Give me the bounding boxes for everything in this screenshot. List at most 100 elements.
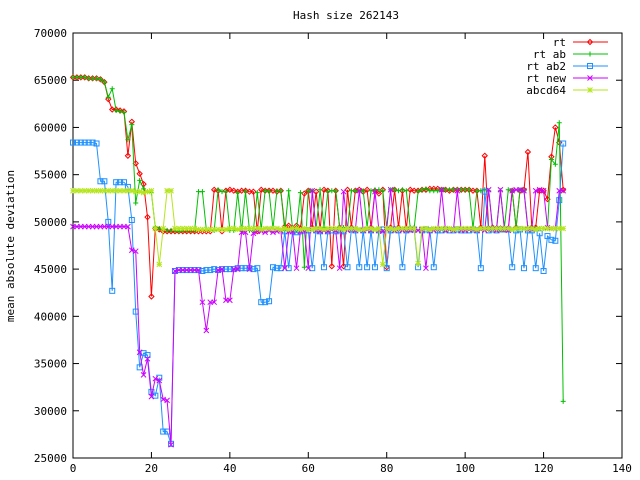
data-point <box>121 187 127 194</box>
data-point <box>274 225 280 232</box>
data-point <box>223 226 229 233</box>
data-point <box>93 140 100 147</box>
data-point <box>364 225 370 232</box>
data-point <box>387 225 394 232</box>
data-point <box>277 226 284 233</box>
data-point <box>450 226 457 233</box>
data-point <box>391 226 398 233</box>
data-point <box>352 188 358 194</box>
data-point <box>482 187 488 193</box>
y-tick-label: 65000 <box>34 74 67 87</box>
data-point <box>520 265 527 272</box>
data-point <box>73 139 80 146</box>
data-point <box>277 265 284 272</box>
data-point <box>493 225 500 232</box>
data-point <box>387 186 394 193</box>
data-point <box>548 157 554 163</box>
legend-label-rt: rt <box>553 36 566 49</box>
data-point <box>426 226 433 233</box>
y-tick-label: 30000 <box>34 405 67 418</box>
data-point <box>105 218 112 225</box>
data-point <box>356 226 363 233</box>
data-point <box>85 187 92 194</box>
data-point <box>176 225 182 232</box>
data-point <box>77 187 84 194</box>
data-point <box>105 187 112 194</box>
data-point <box>164 397 170 404</box>
legend-label-rt-new: rt new <box>526 72 566 85</box>
data-point <box>497 186 504 193</box>
data-point <box>415 260 421 267</box>
data-point <box>211 299 218 306</box>
data-point <box>485 186 492 193</box>
data-point <box>254 265 261 272</box>
data-point <box>352 225 359 232</box>
data-point <box>179 225 186 232</box>
data-point <box>454 187 461 194</box>
data-point <box>309 265 316 272</box>
data-point <box>195 267 202 273</box>
series-abcd64 <box>70 187 567 268</box>
data-point <box>371 264 378 271</box>
data-point <box>368 188 374 194</box>
data-point <box>94 75 100 81</box>
series-rt <box>69 74 567 300</box>
data-point <box>462 225 468 232</box>
data-point <box>132 188 139 195</box>
data-point <box>82 74 88 80</box>
data-point <box>399 187 405 193</box>
data-point <box>254 225 261 232</box>
x-tick-label: 0 <box>70 462 77 475</box>
data-point <box>521 187 527 194</box>
data-point <box>286 188 292 194</box>
data-point <box>423 225 429 232</box>
data-point <box>203 327 210 334</box>
legend-marker-rt <box>586 38 594 46</box>
data-point <box>137 177 143 183</box>
data-point <box>199 299 206 306</box>
x-tick-label: 60 <box>302 462 315 475</box>
data-point <box>262 188 268 194</box>
data-point <box>309 187 316 194</box>
data-point <box>164 187 170 194</box>
data-point <box>497 225 504 232</box>
data-point <box>144 188 151 195</box>
data-point <box>430 264 437 271</box>
y-tick-label: 50000 <box>34 216 67 229</box>
data-point <box>383 265 390 272</box>
data-point <box>454 225 461 232</box>
legend-marker-abcd64 <box>587 87 593 93</box>
data-point <box>172 225 178 232</box>
y-tick-label: 40000 <box>34 310 67 323</box>
data-point <box>552 237 559 244</box>
data-point <box>262 299 269 306</box>
data-point <box>266 298 273 305</box>
data-point <box>356 264 363 271</box>
data-point <box>399 264 406 271</box>
data-point <box>552 161 558 167</box>
y-tick-label: 25000 <box>34 452 67 465</box>
data-point <box>70 187 76 194</box>
y-tick-label: 55000 <box>34 169 67 182</box>
data-point <box>281 265 288 272</box>
data-point <box>317 225 323 232</box>
data-point <box>140 372 147 378</box>
data-point <box>183 225 190 232</box>
data-point <box>227 297 233 304</box>
legend-label-abcd64: abcd64 <box>526 84 566 97</box>
data-point <box>269 187 277 194</box>
data-point <box>226 266 233 273</box>
data-point <box>128 217 135 223</box>
data-point <box>560 187 567 194</box>
data-point <box>407 225 414 232</box>
data-point <box>403 225 410 232</box>
data-point <box>262 225 269 232</box>
data-point <box>375 190 383 197</box>
data-point <box>336 265 343 272</box>
data-point <box>364 264 371 271</box>
data-point <box>254 190 260 196</box>
data-point <box>325 225 331 232</box>
data-point <box>485 225 492 232</box>
data-point <box>258 299 265 306</box>
data-point <box>203 267 210 274</box>
